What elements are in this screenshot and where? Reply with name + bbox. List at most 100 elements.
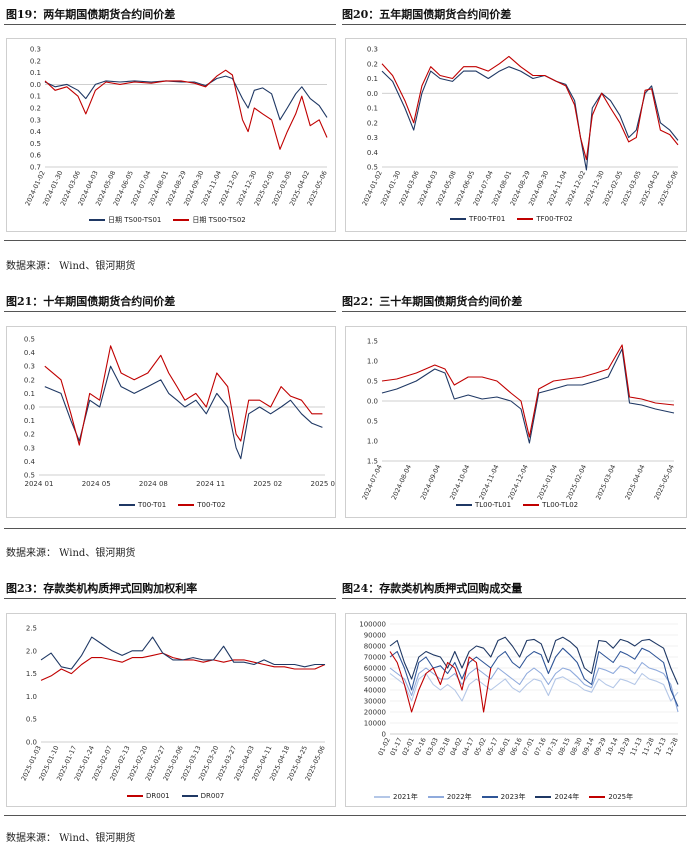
fig21-ytick-label: 0.4 — [24, 458, 36, 466]
fig20-legend: TF00-TF01 TF00-TF02 — [450, 215, 573, 223]
fig21-ytick-label: 0.2 — [24, 376, 35, 384]
fig19-ytick-label: 0.3 — [30, 116, 41, 124]
fig23-series-1-line — [40, 652, 326, 681]
fig22-series-1-line — [381, 348, 675, 444]
fig19-ytick-label: 0.0 — [30, 81, 41, 89]
fig20-chart: 0.30.20.10.00.10.20.30.40.52024-01-02202… — [361, 46, 680, 208]
fig22-legend-label-1: TL00-TL01 — [475, 501, 512, 509]
fig20-ytick-label: 0.2 — [367, 60, 378, 68]
fig21-legend: T00-T01 T00-T02 — [119, 501, 226, 509]
fig24-ytick-label: 40000 — [364, 687, 386, 695]
fig20-ytick-label: 0.0 — [367, 90, 378, 98]
fig19-legend-label-2: 日期 TS00-TS02 — [192, 216, 246, 224]
fig24-ytick-label: 80000 — [364, 643, 386, 651]
fig20-legend-swatch-2 — [517, 218, 534, 220]
fig21-ytick-label: 0.5 — [24, 336, 35, 344]
fig19-ytick-label: 0.3 — [30, 46, 41, 54]
fig21-ytick-label: 0.3 — [24, 444, 35, 452]
source-note-2: 数据来源： Wind、银河期货 — [6, 548, 136, 559]
fig23-ytick-label: 2.5 — [26, 625, 37, 633]
fig22-xtick-label: 2024-08-04 — [390, 463, 413, 501]
fig20-series-1-line — [381, 66, 679, 171]
fig20-title: 图20：五年期国债期货合约间价差 — [342, 8, 512, 21]
fig24-series-4-line — [389, 636, 679, 685]
fig23-legend-item-1: DR001 — [127, 792, 170, 800]
source-rule-2 — [4, 528, 686, 529]
fig24-legend-swatch-4 — [535, 796, 552, 798]
fig24-legend-item-3: 2023年 — [481, 792, 525, 802]
fig19-ytick-label: 0.5 — [30, 140, 41, 148]
fig23-ytick-label: 0.5 — [26, 716, 37, 724]
fig20-legend-item-2: TF00-TF02 — [517, 215, 573, 223]
fig24-legend-swatch-3 — [481, 796, 498, 798]
fig24-ytick-label: 30000 — [364, 698, 386, 706]
fig21-legend-label-1: T00-T01 — [138, 501, 167, 509]
fig21-series-2-line — [44, 345, 323, 446]
fig22-legend-item-2: TL00-TL02 — [523, 501, 578, 509]
fig20-ytick-label: 0.2 — [367, 119, 378, 127]
fig24-title: 图24：存款类机构质押式回购成交量 — [342, 582, 523, 595]
fig21-legend-item-1: T00-T01 — [119, 501, 166, 509]
fig19-ytick-label: 0.1 — [30, 69, 41, 77]
fig23-title: 图23：存款类机构质押式回购加权利率 — [6, 582, 198, 595]
fig19-legend-label-1: 日期 TS00-TS01 — [108, 216, 162, 224]
source-note-1: 数据来源： Wind、银河期货 — [6, 261, 136, 272]
fig24-rule — [342, 598, 686, 599]
fig22-legend-label-2: TL00-TL02 — [542, 501, 579, 509]
fig22-xtick-label: 2025-02-04 — [565, 463, 588, 501]
fig21-ytick-label: 0.3 — [24, 363, 35, 371]
fig22-legend-swatch-1 — [456, 504, 472, 506]
fig20-legend-label-1: TF00-TF01 — [469, 215, 506, 223]
fig24-series-1-line — [389, 672, 679, 702]
fig19-legend-item-2: 日期 TS00-TS02 — [173, 215, 246, 225]
fig19-ytick-label: 0.6 — [30, 152, 42, 160]
fig20-legend-label-2: TF00-TF02 — [536, 215, 573, 223]
fig23-legend-item-2: DR007 — [181, 792, 225, 800]
fig21-xtick-label: 2024 08 — [139, 480, 168, 488]
fig19-legend: 日期 TS00-TS01 日期 TS00-TS02 — [89, 215, 246, 225]
fig24-chart: 1000009000080000700006000050000400003000… — [359, 621, 680, 757]
fig23-panel: 2.5 2.0 1.5 1.0 0.5 0.0 2025-01-03 2025-01-10 20… — [6, 613, 336, 807]
fig21-xtick-label: 2025 05 — [311, 480, 335, 488]
fig22-ytick-label: 1.0 — [367, 358, 378, 366]
fig24-legend-item-4: 2024年 — [535, 792, 579, 802]
fig22-xtick-label: 2025-04-04 — [623, 463, 646, 501]
fig21-panel: 0.5 0.4 0.3 0.2 0.1 0.0 0.1 0.2 0.3 0.4 0.5 2024 01… — [6, 326, 336, 518]
fig24-ytick-label: 60000 — [364, 665, 386, 673]
fig22-xtick-label: 2025-01-04 — [536, 463, 559, 501]
fig24-series-2-line — [389, 661, 679, 713]
fig21-ytick-label: 0.0 — [24, 404, 35, 412]
fig22-legend: TL00-TL01 TL00-TL02 — [456, 501, 578, 509]
fig23-chart: 2.52.01.51.00.50.02025-01-032025-01-1020… — [20, 625, 327, 783]
fig19-legend-swatch-2 — [173, 219, 190, 221]
fig22-xtick-label: 2024-10-04 — [448, 463, 471, 501]
fig24-ytick-label: 90000 — [364, 632, 386, 640]
fig19-panel: 0.3 0.2 0.1 0.0 0.1 0.2 0.3 0.4 0.5 0.6 0.7 2024-01… — [6, 38, 336, 232]
fig21-xtick-label: 2024 01 — [25, 480, 54, 488]
fig21-xtick-label: 2024 05 — [82, 480, 111, 488]
fig21-legend-label-2: T00-T02 — [197, 501, 226, 509]
fig21-title: 图21：十年期国债期货合约间价差 — [6, 295, 176, 308]
fig21-legend-swatch-1 — [119, 504, 135, 506]
fig22-xtick-label: 2025-05-04 — [653, 463, 676, 501]
fig21-ytick-label: 0.1 — [24, 390, 35, 398]
source-rule-3 — [4, 815, 686, 816]
fig20-ytick-label: 0.3 — [367, 46, 378, 54]
fig20-panel: 0.3 0.2 0.1 0.0 0.1 0.2 0.3 0.4 0.5 2024-01-02 202… — [345, 38, 687, 232]
fig21-ytick-label: 0.4 — [24, 349, 36, 357]
fig20-legend-swatch-1 — [450, 218, 466, 220]
fig23-legend-label-2: DR007 — [200, 792, 225, 800]
fig23-rule — [4, 598, 336, 599]
fig22-xtick-label: 2024-07-04 — [361, 463, 384, 501]
fig24-legend-label-5: 2025年 — [608, 793, 634, 801]
fig23-ytick-label: 1.0 — [26, 693, 37, 701]
fig19-ytick-label: 0.4 — [30, 128, 42, 136]
fig21-ytick-label: 0.1 — [24, 417, 35, 425]
fig24-legend-swatch-5 — [589, 796, 606, 798]
fig24-legend-label-2: 2022年 — [446, 793, 472, 801]
fig24-ytick-label: 10000 — [364, 720, 386, 728]
fig20-ytick-label: 0.1 — [367, 105, 378, 113]
fig20-rule — [342, 24, 686, 25]
